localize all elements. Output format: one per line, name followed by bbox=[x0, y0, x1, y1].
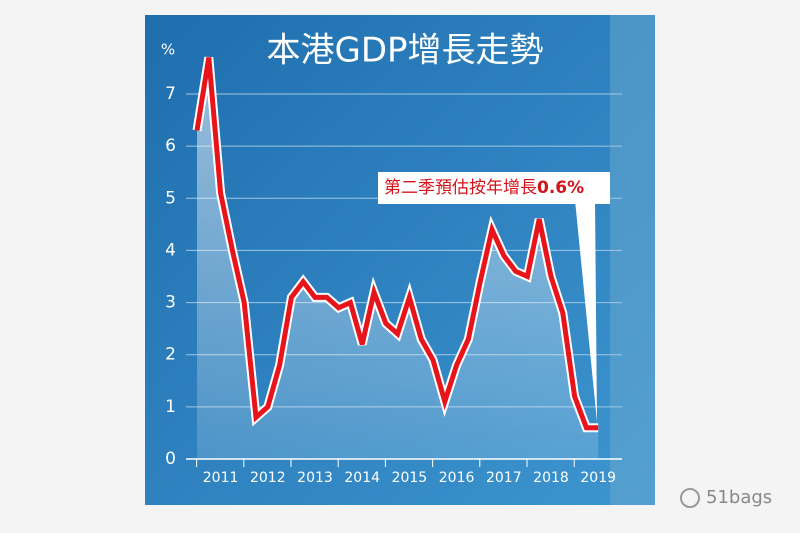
annotation-text: 第二季預估按年增長 bbox=[384, 178, 537, 198]
x-tick-label: 2016 bbox=[439, 470, 475, 486]
annotation-bg bbox=[378, 172, 610, 204]
x-tick-label: 2017 bbox=[486, 470, 522, 486]
y-tick-label: 6 bbox=[165, 136, 176, 156]
area bbox=[197, 57, 599, 459]
y-tick-label: 5 bbox=[165, 188, 176, 208]
y-tick-label: 0 bbox=[165, 449, 176, 469]
annotation-box: 第二季預估按年增長0.6% bbox=[378, 172, 610, 422]
line bbox=[194, 57, 599, 431]
y-tick-label: 2 bbox=[165, 345, 176, 365]
x-tick-label: 2011 bbox=[203, 470, 239, 486]
watermark-icon bbox=[680, 488, 700, 508]
y-tick-label: 7 bbox=[165, 84, 176, 104]
x-tick-label: 2014 bbox=[344, 470, 380, 486]
chart-title: 本港GDP增長走勢 bbox=[266, 31, 543, 71]
x-tick-label: 2019 bbox=[580, 470, 616, 486]
x-tick-label: 2018 bbox=[533, 470, 569, 486]
watermark: 51bags bbox=[706, 487, 772, 508]
pointer bbox=[575, 200, 597, 422]
annotation: 第二季預估按年增長0.6% bbox=[384, 178, 584, 198]
y-tick-label: 1 bbox=[165, 397, 176, 417]
city-strip bbox=[610, 15, 655, 505]
y-unit: % bbox=[161, 41, 175, 59]
annotation-value: 0.6% bbox=[537, 178, 584, 198]
y-tick-label: 4 bbox=[165, 240, 176, 260]
x-tick-label: 2012 bbox=[250, 470, 286, 486]
x-tick-label: 2015 bbox=[392, 470, 428, 486]
x-tick-label: 2013 bbox=[297, 470, 333, 486]
y-tick-label: 3 bbox=[165, 293, 176, 313]
